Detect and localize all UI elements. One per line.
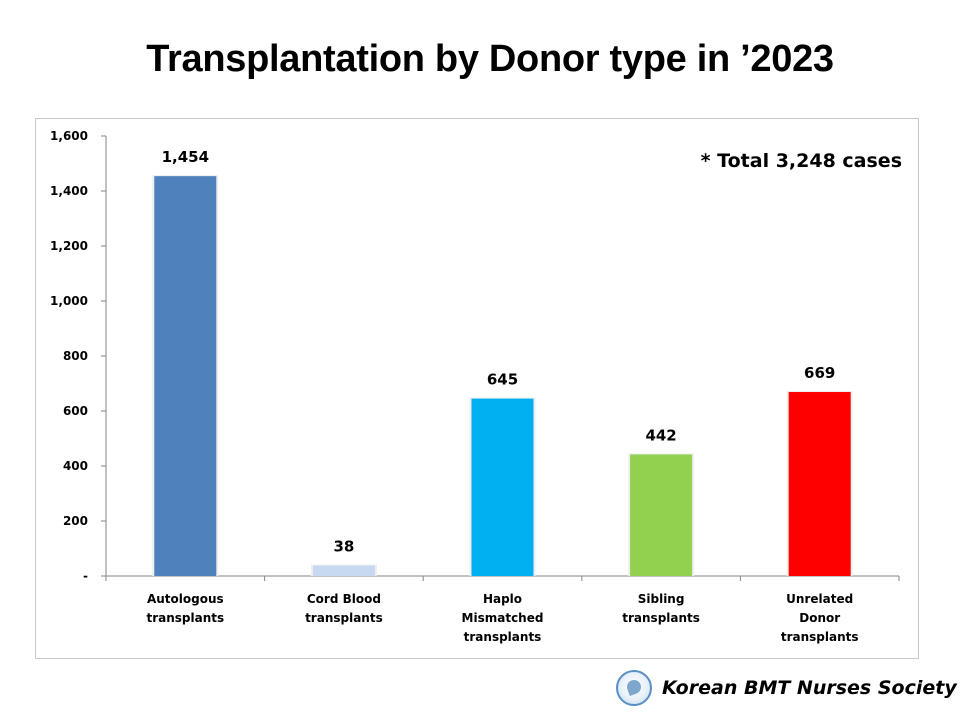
bar xyxy=(154,176,217,576)
x-tick-label-line: Unrelated xyxy=(786,592,853,606)
total-cases-annotation: * Total 3,248 cases xyxy=(700,150,902,172)
y-tick-label: 400 xyxy=(63,459,88,473)
x-tick-label-line: Mismatched xyxy=(462,611,544,625)
data-label: 1,454 xyxy=(162,148,209,166)
bar xyxy=(630,454,693,576)
y-tick-label: 600 xyxy=(63,404,88,418)
data-label: 645 xyxy=(487,371,518,389)
y-tick-label: 800 xyxy=(63,349,88,363)
x-tick-label-line: transplants xyxy=(781,630,859,644)
bar xyxy=(788,392,851,576)
society-name: Korean BMT Nurses Society xyxy=(662,677,957,699)
x-tick-label-line: transplants xyxy=(305,611,383,625)
x-tick-label: Haplo Mismatched transplants xyxy=(462,592,544,644)
x-tick-label: Sibling transplants xyxy=(622,592,700,625)
society-logo-icon xyxy=(616,670,652,706)
x-tick-label-line: Cord Blood xyxy=(307,592,381,606)
x-tick-label: Cord Blood transplants xyxy=(305,592,383,625)
y-tick-label: 1,400 xyxy=(50,184,88,198)
y-tick-label: 1,600 xyxy=(50,129,88,143)
x-tick-label-line: Autologous xyxy=(147,592,224,606)
x-tick-label: Unrelated Donor transplants xyxy=(781,592,859,644)
x-tick-label-line: transplants xyxy=(622,611,700,625)
y-tick-label: 1,200 xyxy=(50,239,88,253)
y-tick-label: 200 xyxy=(63,514,88,528)
footer: Korean BMT Nurses Society xyxy=(616,668,957,708)
data-label: 38 xyxy=(333,538,354,556)
x-tick-label: Autologous transplants xyxy=(146,592,224,625)
bar xyxy=(471,398,534,576)
x-tick-label-line: Sibling xyxy=(638,592,685,606)
bar xyxy=(312,565,375,576)
x-tick-label-line: transplants xyxy=(146,611,224,625)
x-tick-label-line: Haplo xyxy=(483,592,522,606)
x-tick-label-line: transplants xyxy=(464,630,542,644)
y-tick-label: - xyxy=(83,569,88,583)
data-label: 669 xyxy=(804,364,835,382)
data-label: 442 xyxy=(645,426,676,444)
y-tick-label: 1,000 xyxy=(50,294,88,308)
x-tick-label-line: Donor xyxy=(799,611,840,625)
chart-title: Transplantation by Donor type in ’2023 xyxy=(146,38,834,80)
